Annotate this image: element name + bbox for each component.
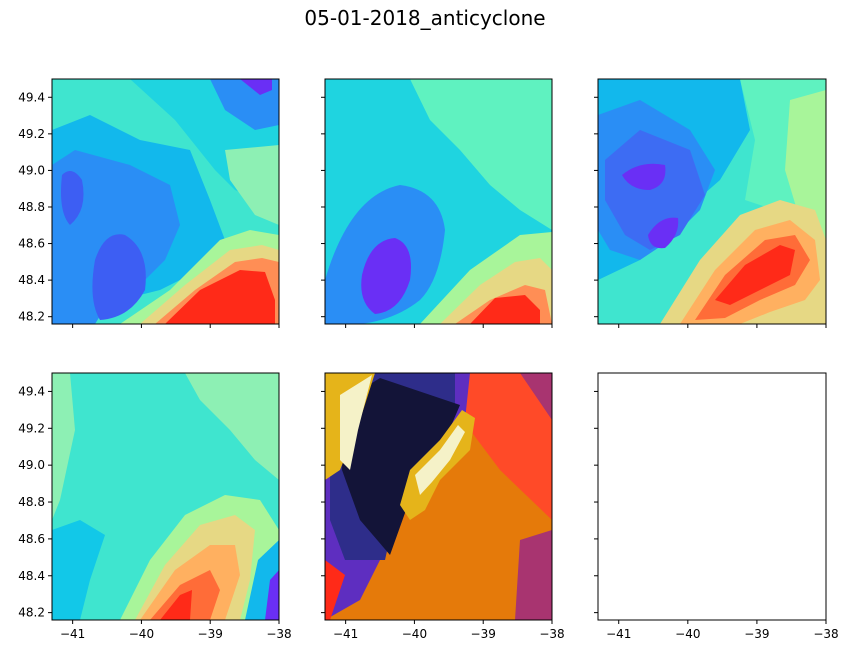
contour-level-k — [325, 560, 345, 620]
x-tick-label: −40 — [402, 627, 427, 641]
contour-level-j — [265, 570, 279, 620]
axes-frame — [51, 372, 280, 621]
x-tick-label: −38 — [266, 627, 291, 641]
contour-level-h — [225, 145, 279, 225]
y-tick-label: 49.0 — [18, 458, 45, 472]
axes-frame — [324, 78, 553, 325]
contour-level-c — [361, 238, 411, 314]
contour-panel-row1-col2 — [324, 78, 553, 325]
contour-level-a — [52, 79, 279, 210]
y-tick-label: 49.4 — [18, 90, 45, 104]
y-tick-label: 48.6 — [18, 532, 45, 546]
contour-level-h — [160, 590, 192, 620]
x-tick-label: −38 — [539, 627, 564, 641]
contour-level-f — [340, 375, 372, 470]
contour-panel-row1-col1 — [51, 78, 280, 325]
y-tick-label: 49.2 — [18, 127, 45, 141]
x-tick-label: −39 — [744, 627, 769, 641]
x-tick-label: −38 — [813, 627, 838, 641]
contour-level-c — [605, 130, 705, 250]
x-tick-label: −41 — [60, 627, 85, 641]
contour-level-a — [325, 373, 552, 520]
y-tick-label: 48.6 — [18, 237, 45, 251]
contour-panel-row2-col1 — [51, 372, 280, 621]
contour-level-c — [52, 520, 105, 620]
contour-level-a — [410, 79, 552, 230]
y-tick-label: 48.2 — [18, 606, 45, 620]
x-tick-label: −41 — [606, 627, 631, 641]
x-tick-label: −40 — [675, 627, 700, 641]
y-tick-label: 48.8 — [18, 495, 45, 509]
contour-level-g — [470, 295, 540, 324]
contour-level-i — [520, 373, 552, 420]
axes-frame — [597, 78, 827, 325]
y-tick-label: 48.4 — [18, 273, 45, 287]
y-tick-label: 48.8 — [18, 200, 45, 214]
contour-panel-row2-col2 — [324, 372, 553, 621]
contour-level-d — [622, 163, 666, 190]
x-tick-label: −39 — [471, 627, 496, 641]
contour-level-h — [415, 425, 465, 495]
contour-level-d — [342, 378, 460, 555]
axes-frame — [51, 78, 280, 325]
contour-level-l — [165, 270, 275, 324]
contour-panel-row1-col3 — [597, 78, 827, 325]
contour-level-d — [92, 234, 146, 320]
figure-title: 05-01-2018_anticyclone — [304, 6, 546, 30]
axes-frame — [597, 372, 827, 621]
y-tick-label: 48.4 — [18, 569, 45, 583]
contour-level-k — [715, 245, 795, 305]
x-tick-label: −40 — [129, 627, 154, 641]
contour-level-e — [61, 171, 84, 225]
x-tick-label: −41 — [333, 627, 358, 641]
y-tick-label: 48.2 — [18, 310, 45, 324]
contour-level-g — [240, 79, 272, 95]
contour-level-b — [185, 373, 279, 480]
y-tick-label: 49.0 — [18, 163, 45, 177]
axes-frame — [324, 372, 553, 621]
contour-panel-row2-col3 — [597, 372, 827, 621]
contour-level-e — [648, 217, 679, 249]
y-tick-label: 49.4 — [18, 384, 45, 398]
axis-ticks: 48.2 48.4 48.6 48.8 49.0 49.2 49.4 −41 −40 −39 −38… — [18, 90, 838, 641]
contour-level-j — [515, 530, 552, 620]
x-tick-label: −39 — [198, 627, 223, 641]
y-tick-label: 49.2 — [18, 421, 45, 435]
contour-level-a — [52, 373, 75, 520]
